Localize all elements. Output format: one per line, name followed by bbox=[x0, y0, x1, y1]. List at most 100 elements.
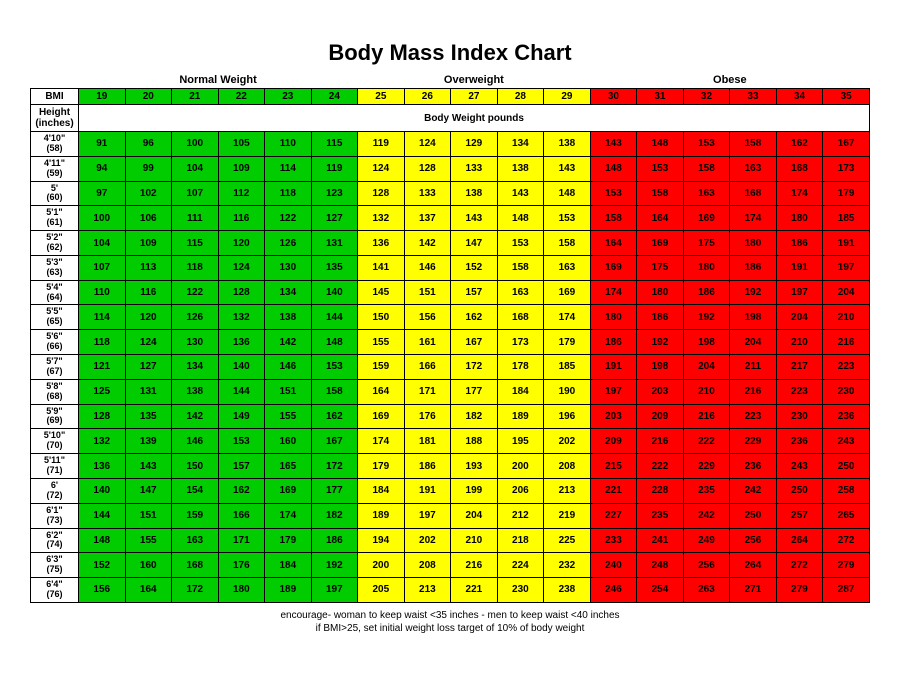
weight-cell: 197 bbox=[311, 578, 358, 603]
weight-cell: 128 bbox=[218, 280, 265, 305]
weight-cell: 94 bbox=[79, 156, 126, 181]
weight-cell: 210 bbox=[451, 528, 498, 553]
weight-cell: 134 bbox=[497, 132, 544, 157]
weight-cell: 138 bbox=[497, 156, 544, 181]
weight-cell: 131 bbox=[311, 231, 358, 256]
blank-cell bbox=[31, 72, 79, 89]
weight-cell: 148 bbox=[637, 132, 684, 157]
weight-cell: 181 bbox=[404, 429, 451, 454]
weight-cell: 110 bbox=[79, 280, 126, 305]
weight-cell: 124 bbox=[404, 132, 451, 157]
weight-cell: 143 bbox=[544, 156, 591, 181]
weight-cell: 125 bbox=[79, 379, 126, 404]
weight-cell: 127 bbox=[311, 206, 358, 231]
weight-cell: 197 bbox=[404, 503, 451, 528]
weight-cell: 186 bbox=[590, 330, 637, 355]
weight-cell: 118 bbox=[79, 330, 126, 355]
weight-cell: 169 bbox=[637, 231, 684, 256]
row-height-inches: (72) bbox=[31, 491, 78, 501]
weight-cell: 264 bbox=[730, 553, 777, 578]
bmi-column-header: 24 bbox=[311, 89, 358, 105]
weight-cell: 163 bbox=[683, 181, 730, 206]
weight-cell: 126 bbox=[172, 305, 219, 330]
weight-cell: 135 bbox=[311, 255, 358, 280]
weight-cell: 218 bbox=[497, 528, 544, 553]
weight-cell: 156 bbox=[404, 305, 451, 330]
weight-cell: 164 bbox=[358, 379, 405, 404]
weight-cell: 228 bbox=[637, 478, 684, 503]
weight-cell: 211 bbox=[730, 355, 777, 380]
page-title: Body Mass Index Chart bbox=[30, 40, 870, 66]
weight-cell: 195 bbox=[497, 429, 544, 454]
weight-cell: 229 bbox=[730, 429, 777, 454]
weight-cell: 100 bbox=[172, 132, 219, 157]
row-height-inches: (74) bbox=[31, 540, 78, 550]
weight-cell: 192 bbox=[730, 280, 777, 305]
row-height-inches: (71) bbox=[31, 466, 78, 476]
weight-cell: 208 bbox=[544, 454, 591, 479]
weight-cell: 232 bbox=[544, 553, 591, 578]
weight-cell: 174 bbox=[265, 503, 312, 528]
weight-cell: 197 bbox=[823, 255, 870, 280]
weight-cell: 222 bbox=[683, 429, 730, 454]
weight-cell: 144 bbox=[218, 379, 265, 404]
weight-cell: 246 bbox=[590, 578, 637, 603]
weight-cell: 204 bbox=[451, 503, 498, 528]
weight-cell: 148 bbox=[311, 330, 358, 355]
weight-cell: 122 bbox=[265, 206, 312, 231]
row-height-inches: (73) bbox=[31, 516, 78, 526]
weight-cell: 158 bbox=[683, 156, 730, 181]
weight-cell: 219 bbox=[544, 503, 591, 528]
bmi-column-header: 31 bbox=[637, 89, 684, 105]
weight-cell: 96 bbox=[125, 132, 172, 157]
weight-cell: 186 bbox=[776, 231, 823, 256]
weight-cell: 204 bbox=[776, 305, 823, 330]
weight-cell: 163 bbox=[730, 156, 777, 181]
weight-cell: 213 bbox=[544, 478, 591, 503]
bmi-column-header: 33 bbox=[730, 89, 777, 105]
weight-cell: 136 bbox=[218, 330, 265, 355]
weight-cell: 171 bbox=[404, 379, 451, 404]
weight-cell: 176 bbox=[404, 404, 451, 429]
footer-line: if BMI>25, set initial weight loss targe… bbox=[30, 622, 870, 635]
table-row: 5'7"(67)12112713414014615315916617217818… bbox=[31, 355, 870, 380]
weight-cell: 279 bbox=[776, 578, 823, 603]
weight-cell: 134 bbox=[265, 280, 312, 305]
footer-line: encourage- woman to keep waist <35 inche… bbox=[30, 609, 870, 622]
bmi-column-header: 30 bbox=[590, 89, 637, 105]
weight-cell: 130 bbox=[265, 255, 312, 280]
bmi-column-header: 19 bbox=[79, 89, 126, 105]
weight-cell: 123 bbox=[311, 181, 358, 206]
weight-cell: 223 bbox=[776, 379, 823, 404]
row-height-label: 5'5"(65) bbox=[31, 305, 79, 330]
weight-cell: 129 bbox=[451, 132, 498, 157]
weight-cell: 172 bbox=[172, 578, 219, 603]
weight-cell: 148 bbox=[497, 206, 544, 231]
weight-cell: 216 bbox=[637, 429, 684, 454]
weight-cell: 222 bbox=[637, 454, 684, 479]
weight-cell: 191 bbox=[404, 478, 451, 503]
category-row: Normal WeightOverweightObese bbox=[31, 72, 870, 89]
weight-cell: 257 bbox=[776, 503, 823, 528]
weight-cell: 203 bbox=[590, 404, 637, 429]
weight-cell: 159 bbox=[358, 355, 405, 380]
weight-cell: 166 bbox=[218, 503, 265, 528]
table-row: 6'1"(73)14415115916617418218919720421221… bbox=[31, 503, 870, 528]
weight-cell: 143 bbox=[590, 132, 637, 157]
weight-cell: 248 bbox=[637, 553, 684, 578]
weight-cell: 124 bbox=[218, 255, 265, 280]
weight-cell: 224 bbox=[497, 553, 544, 578]
weight-cell: 144 bbox=[79, 503, 126, 528]
weight-cell: 243 bbox=[823, 429, 870, 454]
weight-cell: 128 bbox=[404, 156, 451, 181]
weight-cell: 279 bbox=[823, 553, 870, 578]
weight-cell: 148 bbox=[544, 181, 591, 206]
weight-cell: 250 bbox=[730, 503, 777, 528]
weight-cell: 215 bbox=[590, 454, 637, 479]
bmi-column-header: 21 bbox=[172, 89, 219, 105]
weight-cell: 159 bbox=[172, 503, 219, 528]
weight-cell: 127 bbox=[125, 355, 172, 380]
weight-cell: 174 bbox=[544, 305, 591, 330]
row-height-inches: (69) bbox=[31, 416, 78, 426]
weight-cell: 184 bbox=[265, 553, 312, 578]
